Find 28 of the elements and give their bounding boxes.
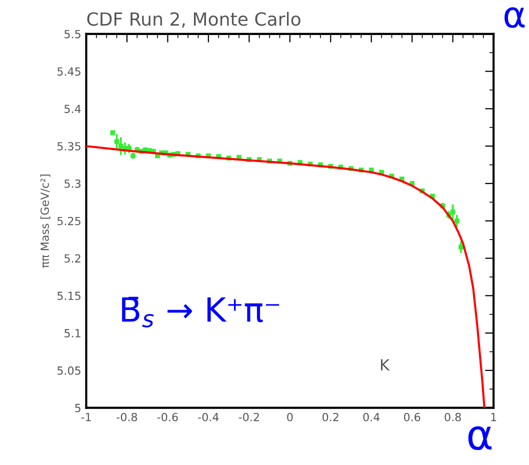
chart-title: CDF Run 2, Monte Carlo <box>87 12 300 28</box>
x-axis-title: α <box>468 426 492 450</box>
y-tick-label: 5.2 <box>64 254 80 263</box>
x-tick-label: 0 <box>287 412 293 422</box>
y-tick-label: 5.5 <box>64 30 80 38</box>
y-tick-label: 5.15 <box>57 292 80 300</box>
text: α <box>504 7 525 28</box>
x-tick-label: -0.4 <box>198 412 219 422</box>
x-tick-label: -0.8 <box>116 412 138 422</box>
y-tick-label: 5.1 <box>64 329 80 338</box>
x-tick-label: -1 <box>81 413 91 422</box>
y-tick-label: 5.05 <box>57 366 80 375</box>
annotation: K <box>381 359 390 370</box>
x-tick-label: -0.6 <box>157 412 178 422</box>
y-tick-label: 5.35 <box>57 142 80 150</box>
y-tick-label: 5.45 <box>57 67 80 76</box>
annotation: B̄$_{s}$ → K⁺π⁻ <box>122 296 280 328</box>
x-tick-label: 1 <box>491 413 496 422</box>
y-tick-label: 5.4 <box>64 104 81 114</box>
y-tick-label: 5.3 <box>64 179 80 188</box>
x-tick-label: 0.2 <box>322 412 338 422</box>
y-tick-label: 5 <box>75 404 80 412</box>
x-tick-label: 0.6 <box>404 412 420 422</box>
y-tick-label: 5.25 <box>57 216 80 226</box>
y-axis-title: ππ Mass [GeV/c²] <box>40 174 50 268</box>
x-tick-label: 0.8 <box>444 412 461 422</box>
x-tick-label: -0.2 <box>238 412 259 422</box>
x-tick-label: 0.4 <box>363 412 380 422</box>
